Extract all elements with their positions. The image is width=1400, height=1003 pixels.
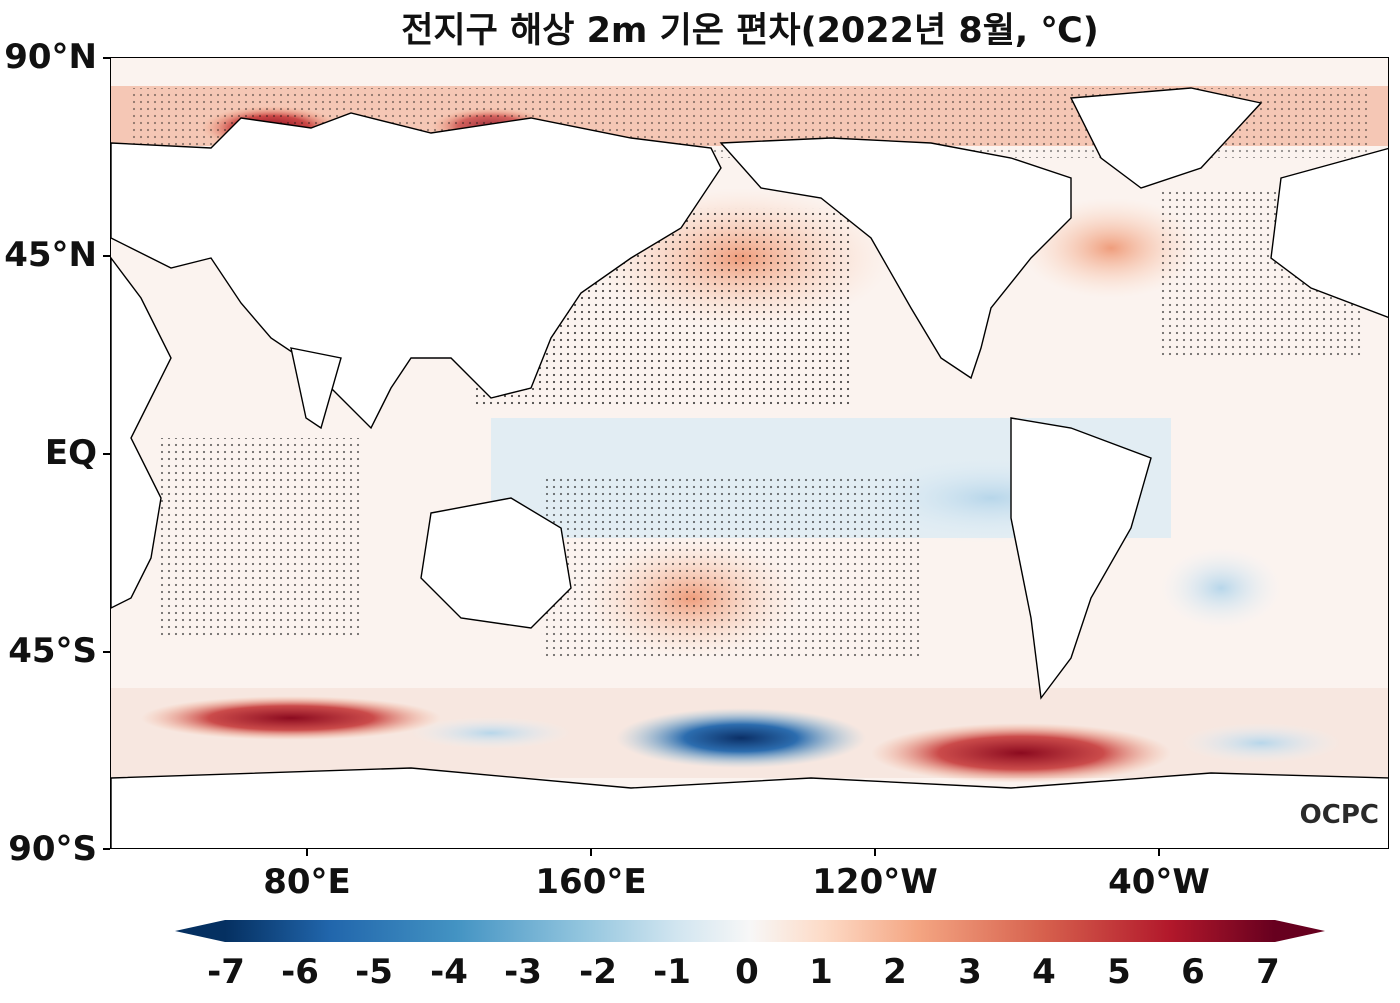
s-indian-cool-anomaly: [411, 717, 571, 749]
y-tick-45n: 45°N: [4, 235, 97, 275]
colorbar-label: -6: [281, 952, 319, 992]
anomaly-map: OCPC: [110, 57, 1389, 849]
y-tick-90s: 90°S: [8, 829, 97, 869]
weddell-warm-anomaly: [871, 723, 1171, 783]
y-tick-90n: 90°N: [4, 37, 97, 77]
stipple-south-pacific: [541, 478, 921, 658]
map-title: 전지구 해상 2m 기온 편차(2022년 8월, ℃): [401, 11, 1099, 51]
colorbar-label: 5: [1107, 952, 1131, 992]
colorbar-label: -4: [430, 952, 468, 992]
africa-land: [111, 256, 172, 609]
australia-land: [420, 497, 572, 629]
y-tick-45s: 45°S: [8, 631, 97, 671]
colorbar-low-extend: [175, 920, 225, 942]
eurasia-land: [111, 112, 722, 430]
s-atlantic-mid-cool: [1161, 548, 1281, 628]
x-tick-mark: [1158, 849, 1160, 856]
indian-ocean-warm-anomaly: [141, 696, 441, 740]
colorbar-label: 3: [958, 952, 982, 992]
colorbar-label: -7: [207, 952, 245, 992]
colorbar: [175, 920, 1325, 942]
x-tick-mark: [874, 849, 876, 856]
ross-sea-cool-anomaly: [616, 708, 866, 768]
colorbar-label: 7: [1256, 952, 1280, 992]
europe-land: [1270, 147, 1388, 318]
colorbar-label: 6: [1181, 952, 1205, 992]
colorbar-label: 2: [883, 952, 907, 992]
landmasses: [111, 87, 1388, 848]
y-tick-mark: [103, 57, 110, 59]
colorbar-label: -5: [355, 952, 393, 992]
y-tick-mark: [103, 848, 110, 850]
stipple-indian-ocean: [161, 438, 361, 638]
y-tick-mark: [103, 255, 110, 257]
india-land: [290, 347, 342, 430]
x-tick-80e: 80°E: [263, 862, 351, 902]
x-tick-40w: 40°W: [1108, 862, 1210, 902]
s-america-land: [1010, 417, 1152, 700]
x-tick-120w: 120°W: [812, 862, 938, 902]
colorbar-label: -2: [579, 952, 617, 992]
ocpc-logo: OCPC: [1300, 800, 1379, 830]
colorbar-label: 1: [809, 952, 833, 992]
x-tick-mark: [306, 849, 308, 856]
y-tick-mark: [103, 453, 110, 455]
colorbar-body: [225, 920, 1275, 942]
anomaly-field: OCPC: [111, 86, 1388, 848]
n-america-land: [719, 137, 1072, 380]
colorbar-label: -3: [504, 952, 542, 992]
colorbar-high-extend: [1275, 920, 1325, 942]
antarctica-land: [111, 767, 1388, 848]
x-tick-160e: 160°E: [535, 862, 647, 902]
colorbar-label: 0: [735, 952, 759, 992]
s-atlantic-cool-anomaly: [1181, 723, 1341, 763]
y-tick-mark: [103, 651, 110, 653]
colorbar-label: -1: [653, 952, 691, 992]
colorbar-label: 4: [1032, 952, 1056, 992]
x-tick-mark: [590, 849, 592, 856]
greenland-land: [1069, 87, 1263, 189]
y-tick-eq: EQ: [44, 433, 97, 473]
